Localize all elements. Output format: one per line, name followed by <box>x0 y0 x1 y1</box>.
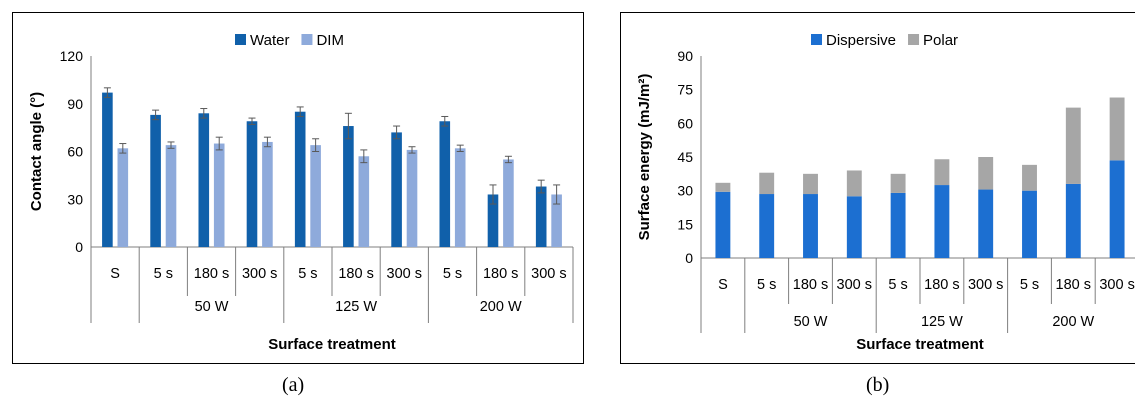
bar-polar <box>715 182 731 192</box>
x-tick-label: 300 s <box>968 277 1003 293</box>
bar-dispersive <box>803 194 818 258</box>
y-tick-label: 120 <box>60 48 84 64</box>
y-axis-title: Contact angle (°) <box>28 92 45 211</box>
bar-polar <box>978 157 994 190</box>
x-tick-label: 180 s <box>338 266 373 282</box>
bar-water <box>246 121 258 247</box>
bar-dim <box>262 141 273 247</box>
x-tick-label: 5 s <box>443 266 462 282</box>
bar-polar <box>1022 164 1037 191</box>
y-tick-label: 45 <box>677 149 693 165</box>
x-tick-label: 5 s <box>888 277 907 293</box>
bar-dim <box>310 145 321 247</box>
bar-water <box>487 194 499 247</box>
bar-dim <box>406 149 418 247</box>
bar-dim <box>165 145 177 247</box>
x-tick-label: S <box>110 266 120 282</box>
caption-a: (a) <box>282 374 305 396</box>
x-tick-label: 300 s <box>837 277 872 293</box>
y-tick-label: 60 <box>677 115 693 131</box>
x-tick-label: 180 s <box>793 277 828 293</box>
bar-water <box>343 126 354 247</box>
group-label: 125 W <box>335 299 377 315</box>
x-tick-label: 5 s <box>154 266 173 282</box>
group-label: 200 W <box>1052 314 1094 330</box>
legend-swatch-polar <box>908 34 920 45</box>
group-label: 125 W <box>921 314 963 330</box>
bar-polar <box>759 172 775 195</box>
bar-water <box>150 114 161 248</box>
x-tick-label: 180 s <box>924 277 959 293</box>
bar-dim <box>117 148 129 247</box>
y-tick-label: 30 <box>67 191 83 207</box>
bar-water <box>198 113 210 247</box>
y-tick-label: 90 <box>67 96 83 112</box>
x-tick-label: S <box>718 277 728 293</box>
bar-dim <box>503 159 514 247</box>
legend-label-dispersive: Dispersive <box>826 32 896 49</box>
x-tick-label: 300 s <box>387 266 422 282</box>
y-tick-label: 15 <box>677 216 693 232</box>
group-label: 50 W <box>794 314 828 330</box>
x-tick-label: 5 s <box>1020 277 1039 293</box>
group-label: 200 W <box>480 299 522 315</box>
chart-panel-b: 0 15 30 45 60 75 90 S 5 s 180 s 300 s 5 s 180 s 300 s… <box>620 12 1135 364</box>
legend-label-water: Water <box>250 32 289 49</box>
bar-water <box>535 186 547 247</box>
bar-dispersive <box>715 191 731 258</box>
x-axis-title: Surface treatment <box>268 336 396 353</box>
x-tick-label: 5 s <box>298 266 317 282</box>
legend-swatch-dispersive <box>811 34 822 45</box>
bar-dispersive <box>1022 190 1037 258</box>
bar-dim <box>358 156 370 247</box>
bar-water <box>391 132 402 247</box>
y-tick-label: 0 <box>75 239 83 255</box>
legend-swatch-dim <box>301 34 313 45</box>
y-tick-label: 30 <box>677 183 693 199</box>
bar-dim <box>454 148 466 247</box>
bar-dispersive <box>1109 160 1125 258</box>
bar-polar <box>803 173 818 195</box>
bar-dispersive <box>934 185 950 258</box>
bar-dispersive <box>1065 183 1081 258</box>
y-tick-label: 60 <box>67 144 83 160</box>
y-tick-label: 0 <box>685 250 693 266</box>
x-tick-label: 180 s <box>194 266 229 282</box>
y-axis-title: Surface energy (mJ/m²) <box>636 74 653 241</box>
bar-dim <box>213 143 225 247</box>
caption-b: (b) <box>866 374 890 396</box>
contact-angle-chart: 0 30 60 90 120 S 5 s 180 s 300 s 5 s 180 s 300 s 5 s… <box>28 32 574 353</box>
bar-polar <box>1065 107 1081 184</box>
legend-label-polar: Polar <box>923 32 958 49</box>
bar-polar <box>846 170 862 197</box>
x-tick-label: 300 s <box>242 266 277 282</box>
x-tick-label: 5 s <box>757 277 776 293</box>
x-axis-title: Surface treatment <box>856 336 984 353</box>
bar-dispersive <box>759 194 775 258</box>
x-tick-label: 300 s <box>531 266 566 282</box>
bar-dispersive <box>978 189 994 258</box>
bar-water <box>294 111 306 247</box>
chart-panel-a: 0 30 60 90 120 S 5 s 180 s 300 s 5 s 180 s 300 s 5 s… <box>12 12 584 364</box>
legend-label-dim: DIM <box>316 32 344 49</box>
bar-dim <box>551 194 562 247</box>
surface-energy-chart: 0 15 30 45 60 75 90 S 5 s 180 s 300 s 5 s 180 s 300 s… <box>636 32 1135 353</box>
bar-dispersive <box>890 192 906 258</box>
bar-polar <box>1109 97 1125 161</box>
bar-polar <box>934 159 950 186</box>
bar-water <box>439 121 451 247</box>
bar-dispersive <box>846 196 862 258</box>
bar-water <box>102 92 113 247</box>
x-tick-label: 180 s <box>1056 277 1091 293</box>
group-label: 50 W <box>195 299 229 315</box>
legend-swatch-water <box>235 34 246 45</box>
y-tick-label: 75 <box>677 82 693 98</box>
x-tick-label: 300 s <box>1099 277 1134 293</box>
y-tick-label: 90 <box>677 48 693 64</box>
x-tick-label: 180 s <box>483 266 518 282</box>
bar-polar <box>890 173 906 193</box>
